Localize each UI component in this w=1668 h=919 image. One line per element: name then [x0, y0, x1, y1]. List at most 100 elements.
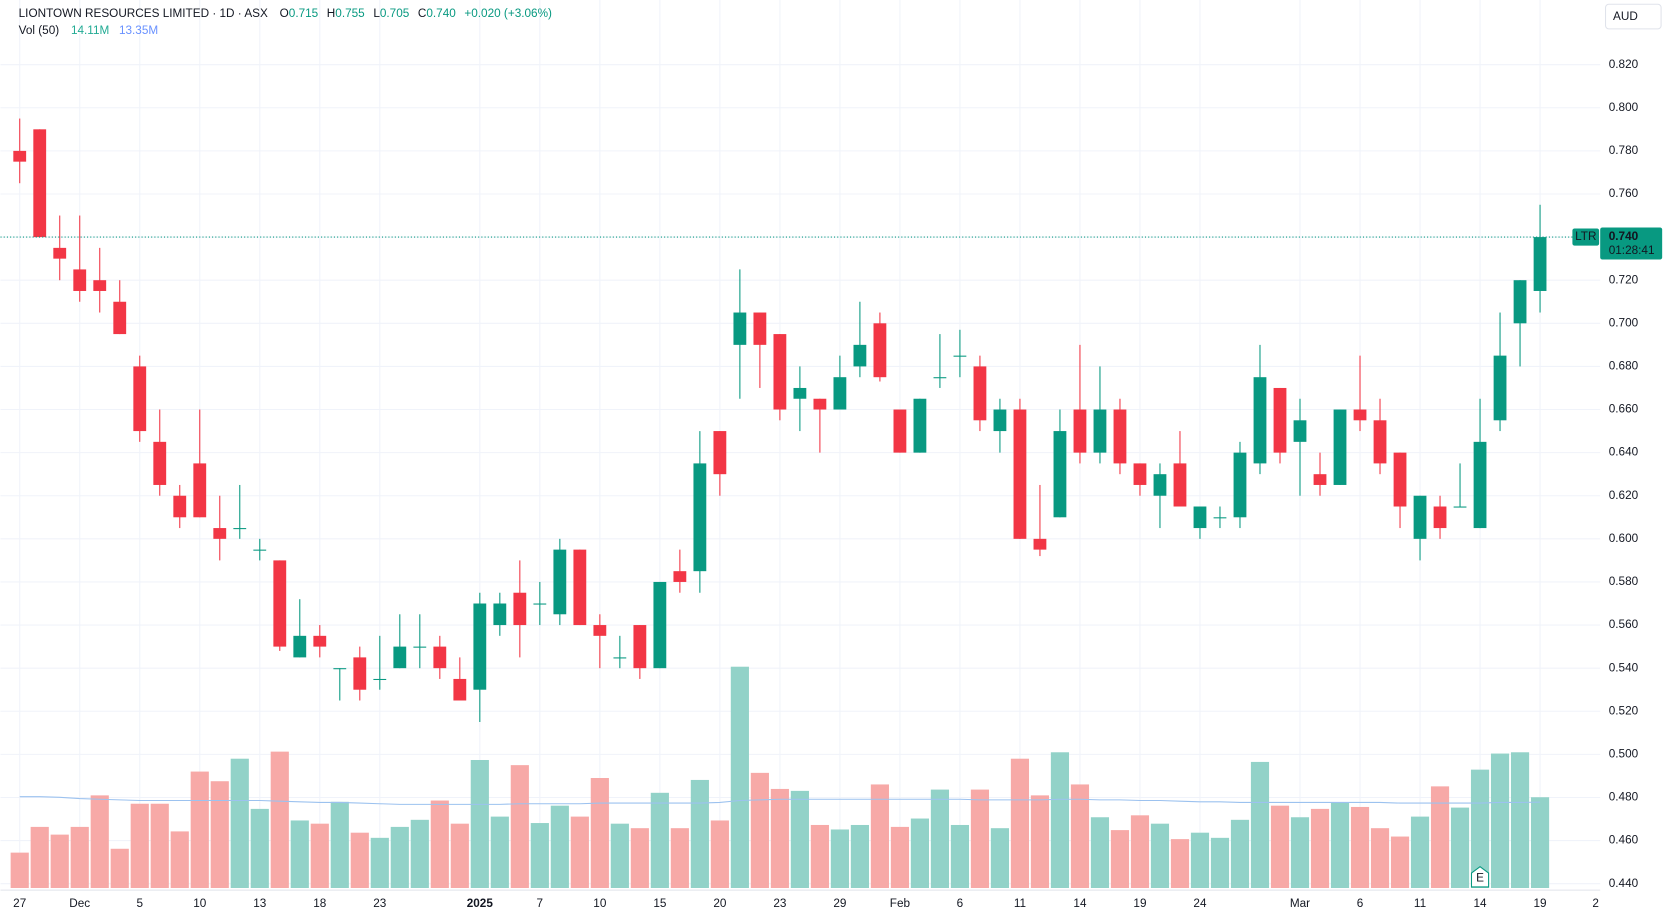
volume-bar [230, 758, 249, 889]
x-tick-label: Dec [69, 897, 90, 910]
y-tick-label: 0.620 [1609, 489, 1639, 502]
x-tick-label: 15 [653, 897, 667, 910]
volume-bar [210, 781, 229, 889]
y-tick-label: 0.640 [1609, 446, 1639, 459]
earnings-label: E [1476, 872, 1484, 885]
volume-bar [1370, 828, 1390, 889]
candle-body [873, 323, 887, 378]
candle-body [1353, 409, 1367, 421]
volume-bar [850, 824, 869, 889]
candle-body [1433, 506, 1447, 529]
volume-bar [1450, 807, 1470, 889]
volume-bar [1470, 769, 1490, 889]
price-tag-label: 0.740 [1609, 230, 1639, 243]
candle-body [93, 280, 107, 291]
volume-bar [470, 759, 489, 889]
grid [0, 0, 1601, 889]
y-tick-label: 0.820 [1609, 58, 1639, 71]
volume-bar [1150, 823, 1170, 889]
y-tick-label: 0.800 [1609, 101, 1639, 114]
candle-body [253, 549, 267, 551]
volume-bar [950, 824, 970, 889]
high-value: 0.755 [335, 7, 365, 20]
candle-body [413, 646, 427, 648]
x-tick-label: 19 [1534, 897, 1547, 910]
volume-pane [10, 666, 1550, 889]
x-tick-label: 19 [1133, 897, 1146, 910]
change-value: +0.020 (+3.06%) [464, 7, 552, 20]
candle-body [1473, 441, 1487, 529]
candle-body [793, 387, 807, 399]
volume-bar [1510, 752, 1530, 889]
volume-bar [10, 852, 29, 889]
currency-button[interactable]: AUD [1604, 3, 1662, 30]
candle-body [813, 398, 827, 410]
high-key: H [327, 7, 336, 20]
symbol-title: LIONTOWN RESOURCES LIMITED · 1D · ASX [19, 7, 268, 20]
x-tick-label: 2 [1592, 897, 1599, 910]
candle-body [773, 334, 787, 410]
volume-bar [370, 837, 389, 889]
candle-body [393, 646, 407, 669]
currency-label[interactable]: AUD [1613, 10, 1638, 23]
y-tick-label: 0.660 [1609, 403, 1639, 416]
x-tick-label: 5 [136, 897, 143, 910]
candle-body [1013, 409, 1027, 539]
x-tick-label: 13 [253, 897, 267, 910]
volume-value: 14.11M [71, 24, 109, 37]
candle-body [333, 668, 347, 670]
volume-bar [1210, 837, 1230, 889]
volume-bar [130, 803, 149, 889]
volume-bar [110, 848, 129, 889]
x-tick-label: 6 [957, 897, 964, 910]
volume-bar [790, 790, 809, 889]
candle-body [273, 560, 287, 647]
x-tick-label: 10 [593, 897, 607, 910]
y-tick-label: 0.520 [1609, 704, 1639, 717]
y-tick-label: 0.780 [1609, 144, 1639, 157]
candle-body [893, 409, 907, 453]
volume-bar [1190, 832, 1210, 889]
candle-body [1033, 538, 1047, 550]
candle-body [1413, 495, 1427, 539]
volume-bar [890, 826, 909, 889]
volume-bar [1530, 797, 1550, 889]
low-value: 0.705 [380, 7, 410, 20]
candle-body [433, 646, 447, 669]
candle-body [1273, 387, 1287, 453]
volume-bar [290, 820, 309, 889]
candle-body [1113, 409, 1127, 464]
volume-bar [870, 784, 889, 889]
volume-bar [590, 778, 609, 889]
x-tick-label: 11 [1014, 897, 1026, 910]
candle-body [833, 377, 847, 410]
y-tick-label: 0.720 [1609, 273, 1639, 286]
candle-body [1373, 420, 1387, 464]
volume-bar [1490, 753, 1510, 889]
volume-bar [630, 828, 649, 889]
x-tick-label: 24 [1193, 897, 1207, 910]
x-tick-label: 6 [1357, 897, 1364, 910]
volume-bar [1070, 784, 1090, 889]
y-tick-label: 0.500 [1609, 747, 1639, 760]
candle-body [1173, 463, 1187, 507]
candle-body [853, 344, 867, 367]
volume-bar [430, 800, 449, 889]
price-pane [13, 118, 1547, 723]
currency-box[interactable] [1604, 3, 1662, 30]
candle-body [73, 269, 87, 291]
candle-body [113, 301, 127, 335]
candle-body [473, 603, 487, 690]
low-key: L [373, 7, 380, 20]
candle-body [453, 678, 467, 701]
candle-body [353, 657, 367, 690]
candle-body [1073, 409, 1087, 453]
countdown-label: 01:28:41 [1609, 244, 1655, 257]
volume-bar [1050, 752, 1070, 889]
volume-bar [550, 805, 569, 889]
candle-body [1453, 506, 1467, 508]
volume-bar [910, 818, 929, 889]
candle-body [533, 603, 547, 605]
